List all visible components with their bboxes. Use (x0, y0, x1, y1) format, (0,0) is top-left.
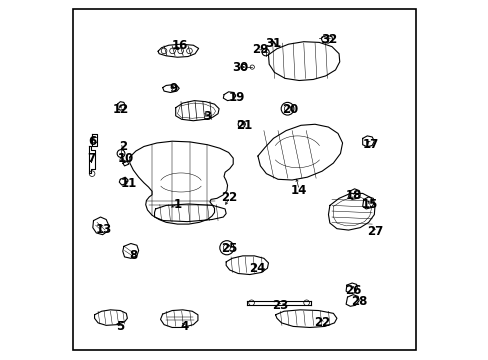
Text: 23: 23 (271, 299, 287, 312)
Text: 3: 3 (203, 110, 211, 123)
Text: 7: 7 (87, 152, 95, 165)
Text: 4: 4 (180, 320, 188, 333)
Text: 1: 1 (173, 198, 181, 211)
Text: 32: 32 (321, 33, 337, 46)
Text: 10: 10 (117, 152, 133, 165)
Text: 17: 17 (362, 138, 378, 151)
Text: 9: 9 (169, 82, 177, 95)
Text: 2: 2 (119, 140, 126, 153)
Text: 11: 11 (121, 177, 137, 190)
Text: 5: 5 (116, 320, 124, 333)
Text: 26: 26 (344, 284, 361, 297)
Text: 14: 14 (290, 184, 307, 197)
Text: 15: 15 (361, 198, 377, 211)
Text: 19: 19 (228, 91, 244, 104)
Text: 30: 30 (232, 61, 248, 74)
Text: 22: 22 (221, 191, 237, 204)
Text: 13: 13 (95, 223, 111, 236)
Text: 27: 27 (366, 225, 383, 238)
Text: 20: 20 (282, 103, 298, 116)
Text: 21: 21 (236, 119, 252, 132)
Text: 24: 24 (248, 262, 264, 275)
Text: 16: 16 (172, 40, 188, 53)
Text: 18: 18 (345, 189, 361, 202)
Text: 22: 22 (313, 316, 329, 329)
Text: 6: 6 (88, 135, 96, 148)
Text: 8: 8 (129, 249, 137, 262)
Text: 25: 25 (221, 242, 237, 255)
Text: 29: 29 (252, 43, 268, 56)
Text: 31: 31 (265, 37, 281, 50)
Text: 12: 12 (112, 103, 128, 116)
Text: 28: 28 (350, 295, 366, 308)
